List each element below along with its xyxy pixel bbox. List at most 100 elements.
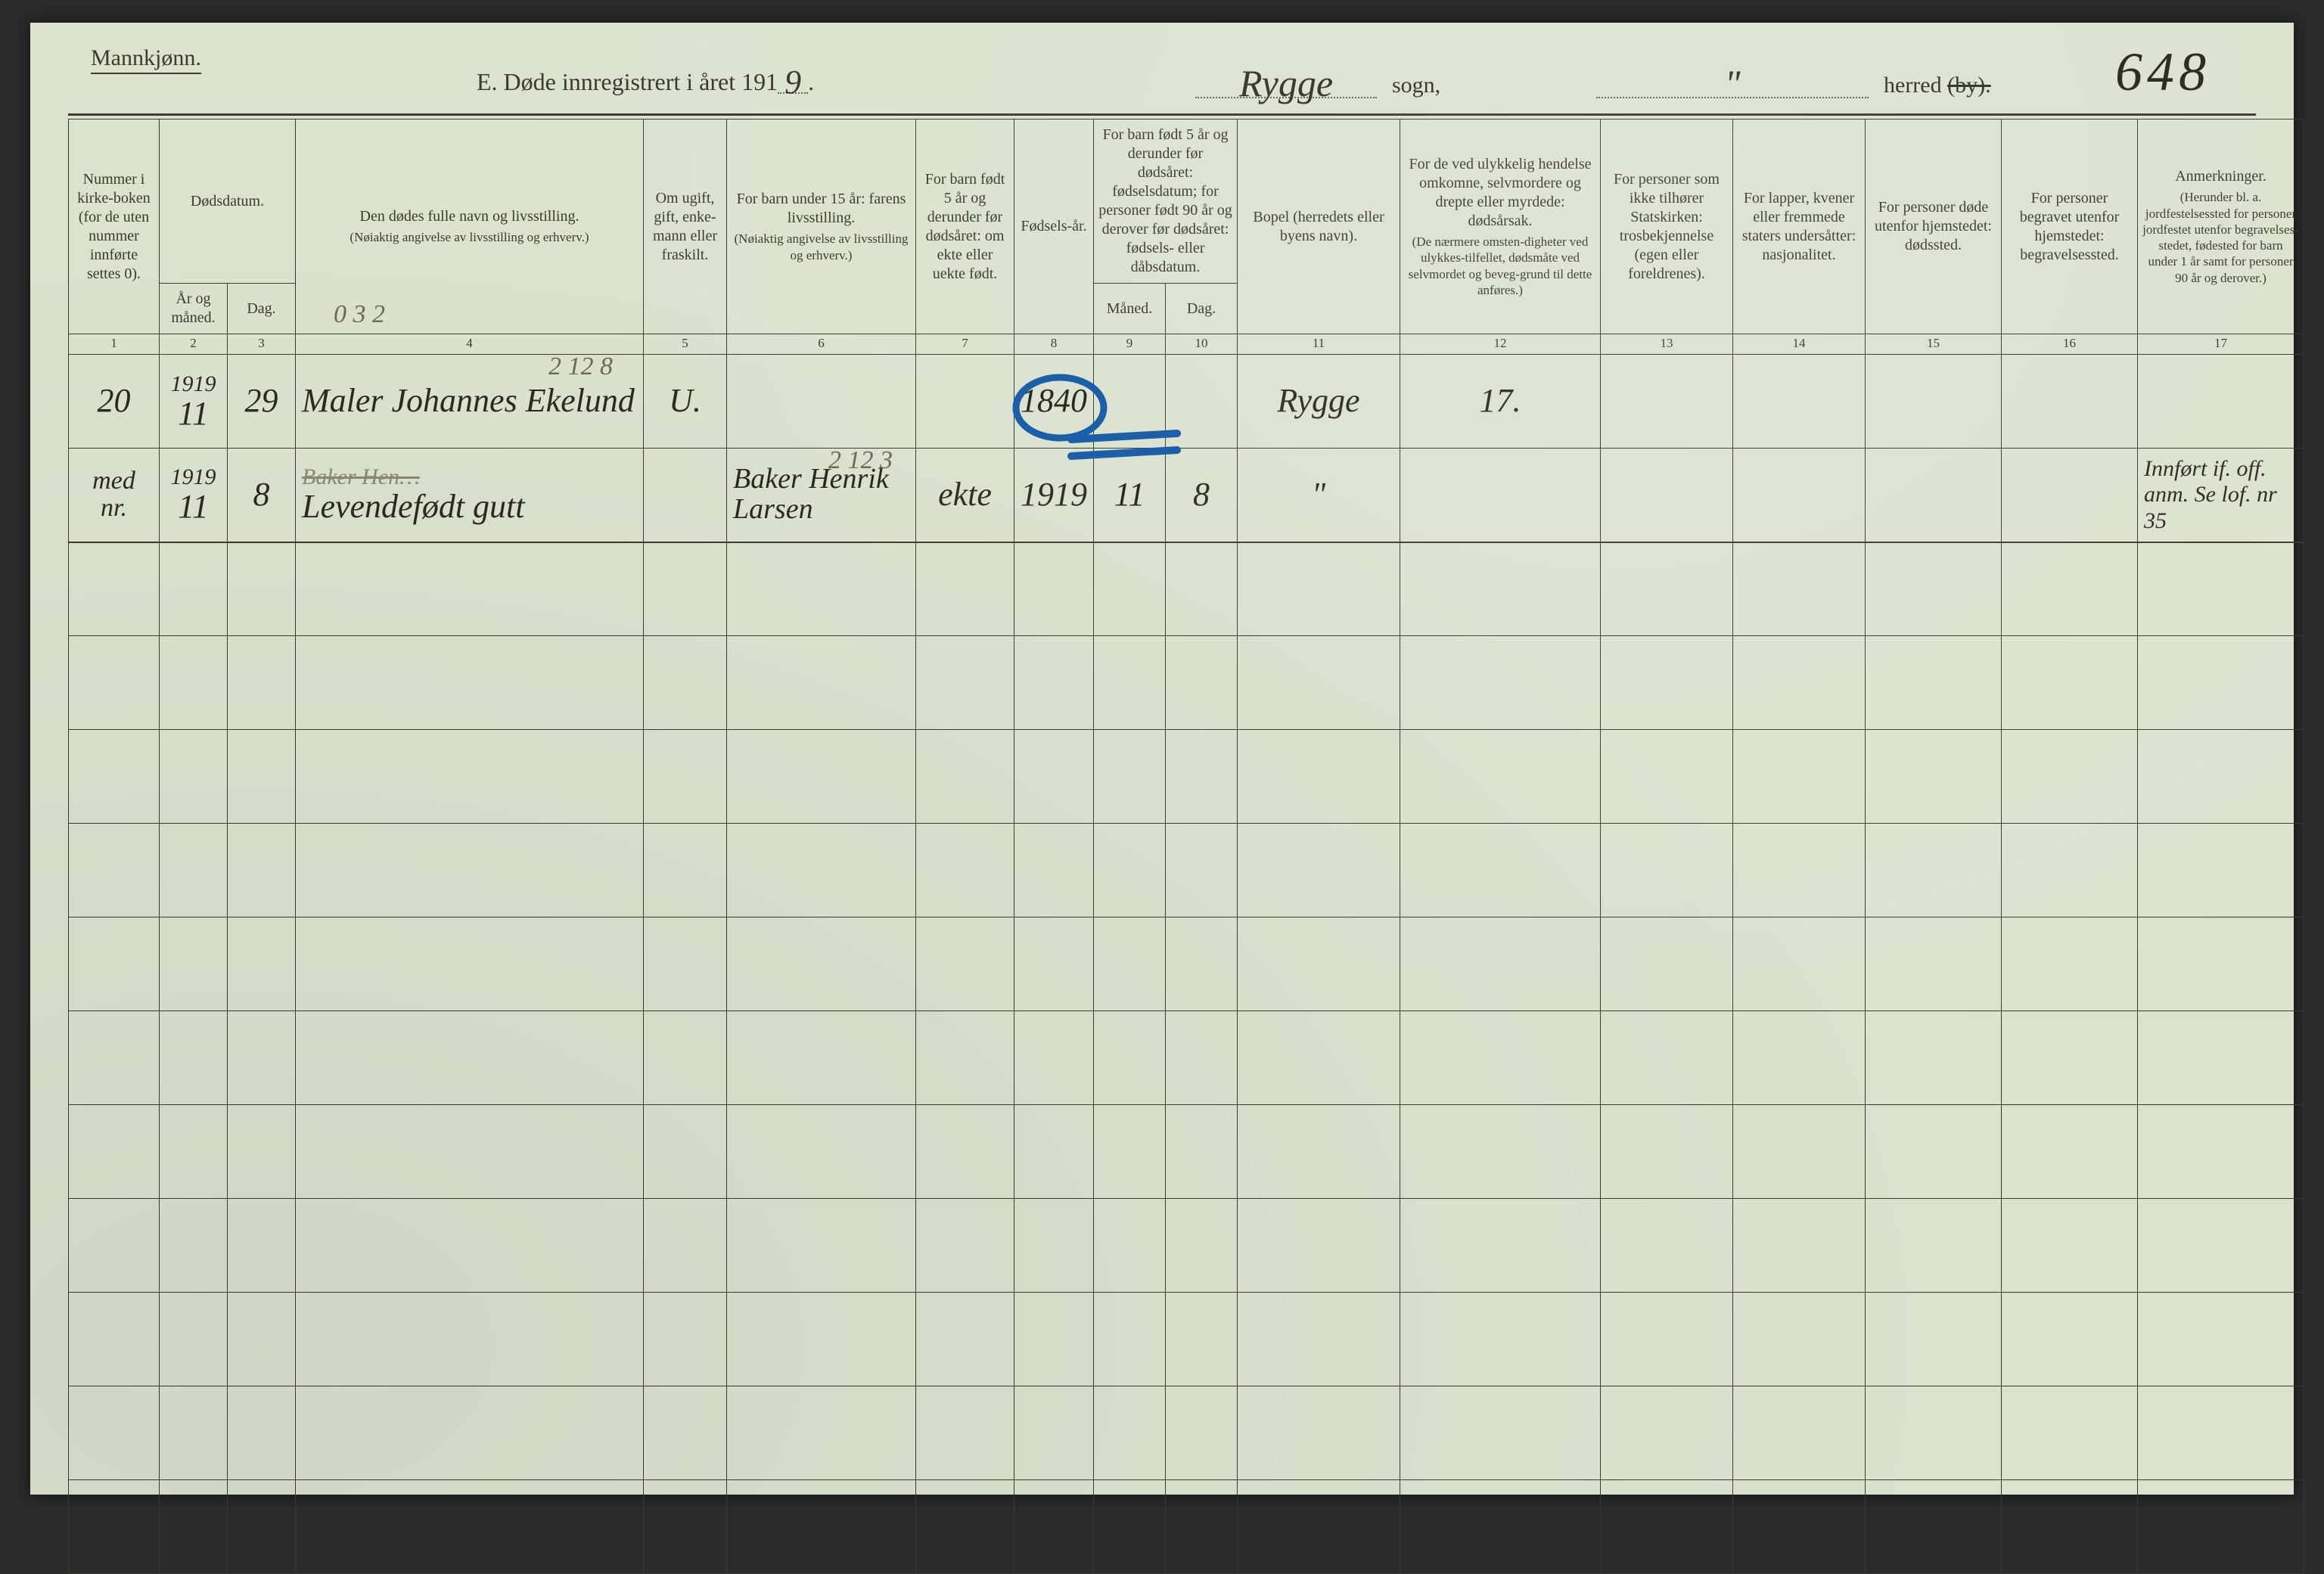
table-row-blank <box>69 730 2304 824</box>
col-header-1: Nummer i kirke-boken (for de uten nummer… <box>69 120 160 334</box>
cell-c16 <box>2002 355 2138 449</box>
form-title: E. Døde innregistrert i året 1919. <box>477 68 814 96</box>
cell-num: 20 <box>69 355 160 449</box>
row1-pencil-note: 2 12 8 <box>548 353 613 380</box>
colnum-7: 7 <box>916 334 1014 355</box>
colnum-1: 1 <box>69 334 160 355</box>
col-header-8: Fødsels-år. <box>1014 120 1094 334</box>
col-header-17-text: Anmerkninger. <box>2175 168 2267 185</box>
cell-year: 1919 <box>171 373 216 396</box>
table-row-blank <box>69 1386 2304 1480</box>
cell-name-text: Levendefødt gutt <box>302 490 525 523</box>
col-header-13: For personer som ikke tilhører Statskirk… <box>1601 120 1733 334</box>
col-header-7-text: For barn født 5 år og derunder før dødså… <box>925 171 1005 282</box>
cell-num: med nr. <box>69 449 160 542</box>
table-row-blank <box>69 824 2304 917</box>
col-header-11: Bopel (herredets eller byens navn). <box>1238 120 1400 334</box>
col-header-17: Anmerkninger. (Herunder bl. a. jordfeste… <box>2138 120 2304 334</box>
table-row-blank <box>69 1199 2304 1293</box>
table-row-blank <box>69 636 2304 730</box>
cell-birth-m: 11 <box>1094 449 1166 542</box>
colnum-13: 13 <box>1601 334 1733 355</box>
cell-remarks: Innført if. off. anm. Se lof. nr 35 <box>2138 449 2304 542</box>
title-year-handwritten: 9 <box>778 73 808 94</box>
blue-dash-mark <box>1064 426 1185 464</box>
col-header-14-text: For lapper, kvener eller fremmede stater… <box>1742 190 1856 263</box>
colnum-12: 12 <box>1400 334 1601 355</box>
col-header-4-note: (Nøiaktig angivelse av livsstilling og e… <box>300 229 638 245</box>
cell-marital <box>644 449 727 542</box>
col-header-11-text: Bopel (herredets eller byens navn). <box>1253 209 1384 244</box>
register-table: Nummer i kirke-boken (for de uten nummer… <box>68 119 2304 1574</box>
cell-marital: U. <box>644 355 727 449</box>
col-header-9-month: Måned. <box>1094 284 1166 334</box>
col-header-9-day: Dag. <box>1166 284 1238 334</box>
col-header-14: For lapper, kvener eller fremmede stater… <box>1733 120 1866 334</box>
col-header-7: For barn født 5 år og derunder før dødså… <box>916 120 1014 334</box>
col-header-16: For personer begravet utenfor hjemstedet… <box>2002 120 2138 334</box>
cell-day: 8 <box>228 449 296 542</box>
cell-c16 <box>2002 449 2138 542</box>
table-row-blank <box>69 917 2304 1011</box>
cell-year: 1919 <box>171 466 216 489</box>
colnum-4: 4 <box>296 334 644 355</box>
table-row-blank <box>69 542 2304 636</box>
cell-cause: 17. <box>1400 355 1601 449</box>
cell-c14 <box>1733 449 1866 542</box>
sogn-value: Rygge <box>1195 68 1377 98</box>
col-header-15: For personer døde utenfor hjemstedet: dø… <box>1866 120 2002 334</box>
col-header-2-day: Dag. <box>228 284 296 334</box>
cell-cause <box>1400 449 1601 542</box>
col-header-17-note: (Herunder bl. a. jordfestelsessted for p… <box>2142 189 2299 286</box>
herred-value: " <box>1596 68 1869 98</box>
col-header-9-m-text: Måned. <box>1107 300 1153 317</box>
title-prefix: E. Døde innregistrert i året 191 <box>477 68 778 95</box>
cell-father: 2 12 3 Baker Henrik Larsen <box>727 449 916 542</box>
table-row-blank <box>69 1480 2304 1574</box>
sogn-group: Rygge sogn, <box>1195 68 1440 98</box>
colnum-3: 3 <box>228 334 296 355</box>
col-header-6-note: (Nøiaktig angivelse av livsstilling og e… <box>732 231 911 263</box>
col-header-5: Om ugift, gift, enke-mann eller fraskilt… <box>644 120 727 334</box>
table-row: med nr. 1919 11 8 Baker Hen… Levendefødt… <box>69 449 2304 542</box>
cell-day: 29 <box>228 355 296 449</box>
table-row: 20 1919 11 29 2 12 8 Maler Johannes Ekel… <box>69 355 2304 449</box>
cell-father <box>727 355 916 449</box>
table-body: 20 1919 11 29 2 12 8 Maler Johannes Ekel… <box>69 355 2304 1574</box>
cell-c15 <box>1866 355 2002 449</box>
cell-remarks <box>2138 355 2304 449</box>
header-rule <box>68 113 2256 116</box>
col-header-2-year: År og måned. <box>160 284 228 334</box>
col-header-8-text: Fødsels-år. <box>1021 218 1086 234</box>
cell-month: 11 <box>178 397 209 430</box>
gender-label: Mannkjønn. <box>91 45 201 74</box>
col-header-9-d-text: Dag. <box>1187 300 1216 317</box>
title-period: . <box>808 68 814 95</box>
colnum-2: 2 <box>160 334 228 355</box>
col4-pencil-note: 0 3 2 <box>334 299 385 331</box>
cell-birth-m-text: 11 <box>1114 476 1145 513</box>
row2-pencil-note: 2 12 3 <box>828 447 893 474</box>
col-header-5-text: Om ugift, gift, enke-mann eller fraskilt… <box>653 190 717 263</box>
header-row-descriptions: Nummer i kirke-boken (for de uten nummer… <box>69 120 2304 284</box>
page-number: 648 <box>2115 41 2211 104</box>
cell-name-struck: Baker Hen… <box>302 466 420 489</box>
cell-month: 11 <box>178 490 209 523</box>
sogn-label: sogn, <box>1392 73 1440 98</box>
colnum-11: 11 <box>1238 334 1400 355</box>
cell-c13 <box>1601 449 1733 542</box>
col-header-2-day-text: Dag. <box>247 300 275 317</box>
herred-label: herred (by). <box>1884 73 1991 98</box>
colnum-8: 8 <box>1014 334 1094 355</box>
col-header-2-year-text: År og måned. <box>171 290 215 326</box>
herred-label-struck: (by). <box>1947 73 1990 98</box>
col-header-6: For barn under 15 år: farens livsstillin… <box>727 120 916 334</box>
col-header-12: For de ved ulykkelig hendelse omkomne, s… <box>1400 120 1601 334</box>
col-header-1-text: Nummer i kirke-boken (for de uten nummer… <box>77 171 151 282</box>
header-row-numbers: 1 2 3 4 5 6 7 8 9 10 11 12 13 14 15 16 1… <box>69 334 2304 355</box>
cell-name-text: Maler Johannes Ekelund <box>302 382 635 419</box>
col-header-9-group: For barn født 5 år og derunder før dødså… <box>1094 120 1238 284</box>
colnum-6: 6 <box>727 334 916 355</box>
col-header-12-text: For de ved ulykkelig hendelse omkomne, s… <box>1409 156 1591 229</box>
colnum-16: 16 <box>2002 334 2138 355</box>
